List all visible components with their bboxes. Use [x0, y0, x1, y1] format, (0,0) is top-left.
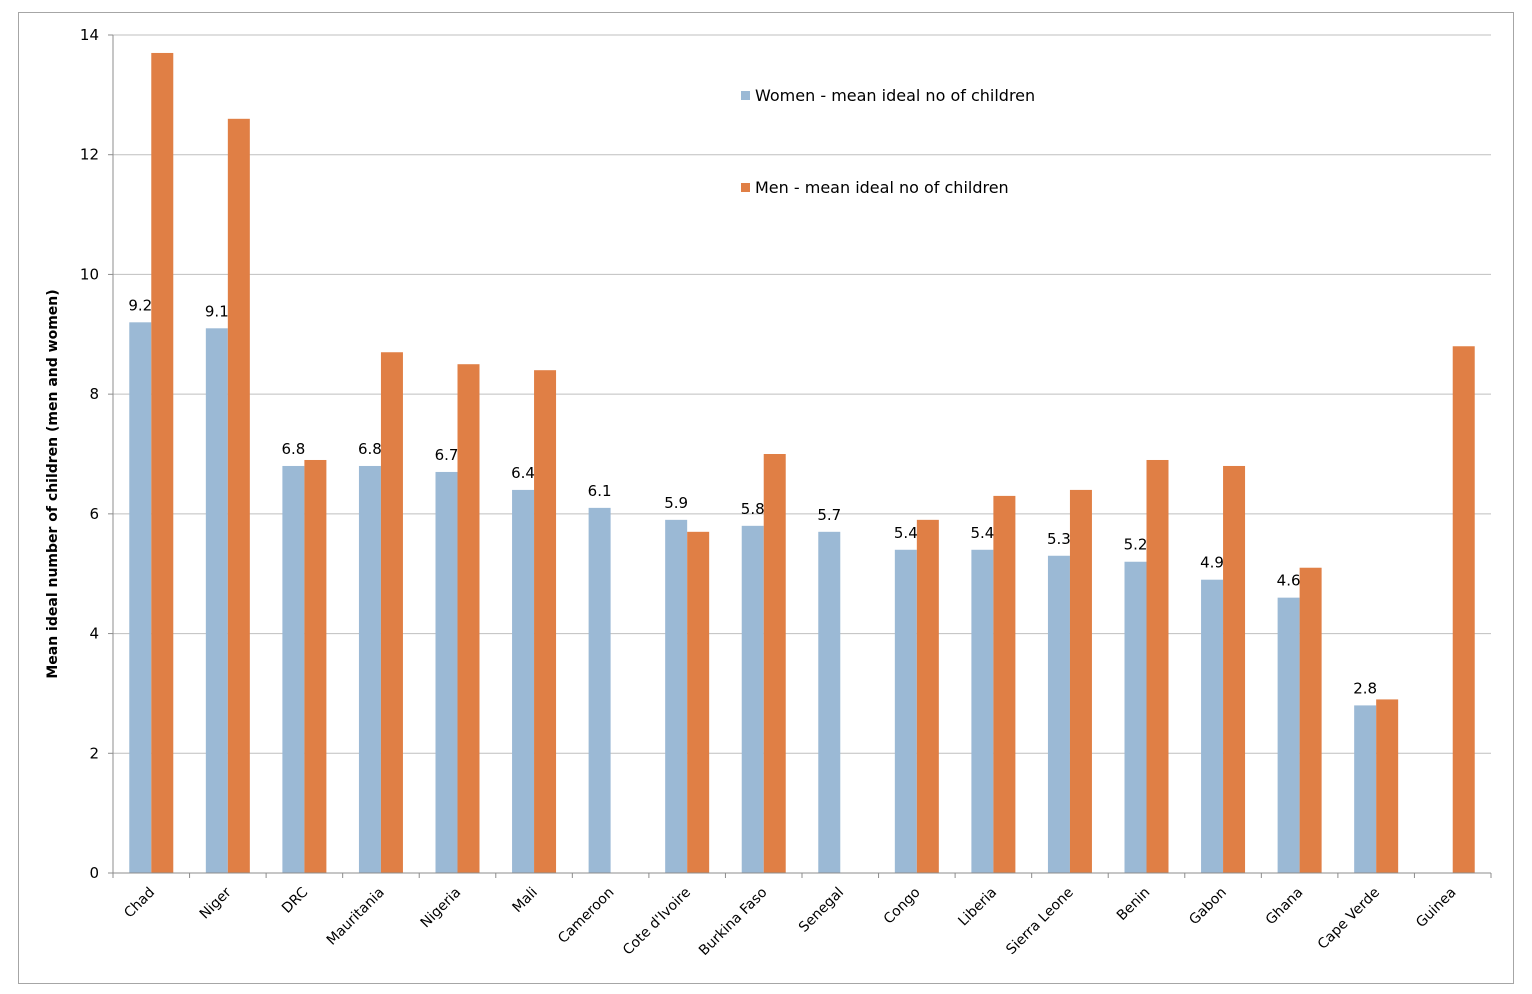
bar-women — [588, 507, 611, 873]
x-tick-label: Sierra Leone — [1003, 885, 1076, 958]
bar-men — [457, 364, 480, 873]
bar-men — [380, 352, 403, 873]
bar-men — [687, 531, 710, 873]
bar-women — [1277, 597, 1300, 873]
y-tick-label: 2 — [89, 744, 99, 762]
data-label-women: 6.4 — [511, 464, 535, 482]
bar-women — [665, 519, 688, 873]
x-tick-label: Cameroon — [555, 885, 617, 947]
bar-men — [1376, 699, 1399, 873]
x-tick-label: Guinea — [1413, 885, 1459, 931]
x-tick-label: Cote d'Ivoire — [620, 885, 694, 959]
bar-men — [151, 52, 174, 873]
gridlines — [113, 34, 1491, 754]
data-label-women: 4.6 — [1277, 572, 1301, 590]
data-label-women: 9.2 — [128, 296, 152, 314]
bar-women — [1201, 579, 1224, 873]
data-label-women: 6.7 — [435, 446, 459, 464]
data-label-women: 9.1 — [205, 302, 229, 320]
x-tick-label: Ghana — [1263, 885, 1307, 929]
bar-women — [129, 322, 152, 873]
legend-swatch-women — [741, 91, 750, 100]
x-tick-label: Senegal — [796, 885, 847, 936]
data-label-women: 5.9 — [664, 494, 688, 512]
data-label-women: 5.2 — [1124, 536, 1148, 554]
bar-women — [894, 549, 917, 873]
bar-women — [818, 531, 841, 873]
bar-women — [1354, 705, 1377, 873]
bar-women — [282, 465, 305, 873]
y-tick-label: 8 — [89, 385, 99, 403]
y-tick-label: 14 — [80, 26, 99, 44]
legend-item-men: Men - mean ideal no of children — [741, 178, 1009, 197]
data-labels: 9.2 9.1 6.8 6.8 6.7 6.4 6.1 5.9 5.8 5.7 5.4 5.4 5.3 5… — [128, 296, 1377, 697]
bars — [129, 52, 1475, 874]
x-tick-label: Liberia — [955, 885, 1000, 930]
bar-men — [1069, 489, 1092, 873]
bar-men — [534, 370, 557, 873]
x-tick-label: Congo — [881, 885, 924, 928]
bar-men — [1299, 567, 1322, 873]
bar-women — [1047, 555, 1070, 873]
y-tick-label: 0 — [89, 864, 99, 882]
x-tick-label: Burkina Faso — [696, 885, 770, 959]
bar-men — [227, 118, 250, 874]
bar-men — [1223, 465, 1246, 873]
data-label-women: 5.7 — [817, 506, 841, 524]
x-tick-label: Chad — [121, 885, 158, 922]
data-label-women: 6.1 — [588, 482, 612, 500]
x-tick-label: Mali — [509, 885, 540, 916]
y-tick-label: 4 — [89, 625, 99, 643]
bar-women — [358, 465, 381, 873]
bar-men — [304, 459, 327, 873]
x-tick-label: Cape Verde — [1315, 885, 1383, 953]
bar-women — [971, 549, 994, 873]
legend-item-women: Women - mean ideal no of children — [741, 86, 1035, 105]
x-tick-label: DRC — [279, 884, 311, 916]
data-label-women: 5.8 — [741, 500, 765, 518]
data-label-women: 5.3 — [1047, 530, 1071, 548]
x-tick-label: Nigeria — [418, 885, 465, 932]
x-tick-label: Gabon — [1186, 885, 1230, 929]
bar-men — [763, 454, 786, 873]
x-tick-label: Niger — [197, 884, 235, 922]
data-label-women: 2.8 — [1353, 679, 1377, 697]
legend-label-women: Women - mean ideal no of children — [755, 86, 1035, 105]
bar-men — [993, 495, 1016, 873]
legend-label-men: Men - mean ideal no of children — [755, 178, 1009, 197]
y-tick-label: 6 — [89, 505, 99, 523]
bar-women — [205, 328, 228, 873]
chart-frame: 0 2 4 6 8 10 12 14 Chad Niger DRC Mauritania Nigeria… — [18, 12, 1514, 984]
bar-men — [1146, 459, 1169, 873]
data-label-women: 6.8 — [358, 440, 382, 458]
x-tick-label: Benin — [1114, 885, 1153, 924]
bar-women — [741, 525, 764, 873]
y-axis-title: Mean ideal number of children (men and w… — [45, 289, 61, 678]
bar-men — [1452, 346, 1475, 873]
legend: Women - mean ideal no of children Men - … — [741, 86, 1035, 197]
bar-women — [512, 489, 535, 873]
data-label-women: 5.4 — [894, 524, 918, 542]
bar-men — [916, 519, 939, 873]
x-tick-label: Mauritania — [324, 885, 388, 949]
y-tick-label: 12 — [80, 146, 99, 164]
data-label-women: 5.4 — [970, 524, 994, 542]
bar-women — [435, 471, 458, 873]
data-label-women: 4.9 — [1200, 554, 1224, 572]
y-tick-label: 10 — [80, 265, 99, 283]
bar-chart: 0 2 4 6 8 10 12 14 Chad Niger DRC Mauritania Nigeria… — [45, 26, 1492, 959]
data-label-women: 6.8 — [281, 440, 305, 458]
bar-women — [1124, 561, 1147, 873]
legend-swatch-men — [741, 183, 750, 192]
